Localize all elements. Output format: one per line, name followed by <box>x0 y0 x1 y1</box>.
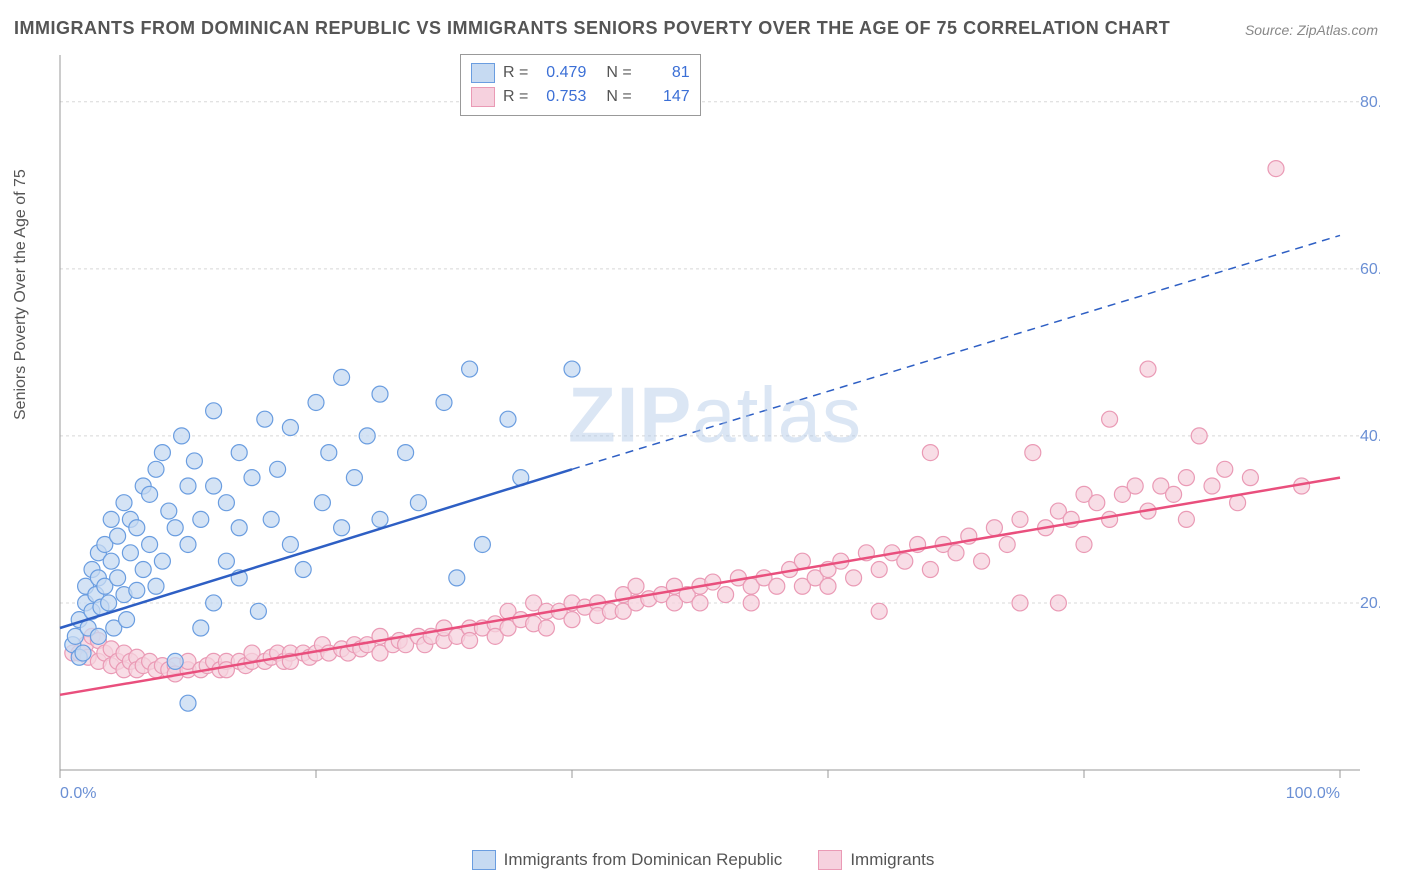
stats-legend: R = 0.479 N = 81 R = 0.753 N = 147 <box>460 54 701 116</box>
r-label: R = <box>503 85 528 109</box>
chart-area: 20.0%40.0%60.0%80.0%0.0%100.0% ZIPatlas <box>50 50 1380 810</box>
n-label: N = <box>606 61 631 85</box>
r-value-2: 0.753 <box>536 85 586 109</box>
stats-row-series-2: R = 0.753 N = 147 <box>471 85 690 109</box>
n-value-1: 81 <box>640 61 690 85</box>
n-label: N = <box>606 85 631 109</box>
stats-row-series-1: R = 0.479 N = 81 <box>471 61 690 85</box>
r-value-1: 0.479 <box>536 61 586 85</box>
svg-text:0.0%: 0.0% <box>60 785 96 802</box>
scatter-chart-svg: 20.0% 40.0% 60.0% 80.0% 0.0% 100.0% <box>50 50 1380 810</box>
swatch-series-1 <box>471 63 495 83</box>
legend-label-2: Immigrants <box>850 850 934 870</box>
r-label: R = <box>503 61 528 85</box>
svg-text:60.0%: 60.0% <box>1360 261 1380 278</box>
series-legend: Immigrants from Dominican Republic Immig… <box>0 850 1406 870</box>
svg-text:100.0%: 100.0% <box>1286 785 1340 802</box>
legend-item-2: Immigrants <box>818 850 934 870</box>
legend-label-1: Immigrants from Dominican Republic <box>504 850 783 870</box>
svg-text:80.0%: 80.0% <box>1360 94 1380 111</box>
legend-item-1: Immigrants from Dominican Republic <box>472 850 783 870</box>
swatch-series-2 <box>818 850 842 870</box>
svg-text:40.0%: 40.0% <box>1360 428 1380 445</box>
n-value-2: 147 <box>640 85 690 109</box>
svg-text:20.0%: 20.0% <box>1360 595 1380 612</box>
source-attribution: Source: ZipAtlas.com <box>1245 22 1378 38</box>
chart-title: IMMIGRANTS FROM DOMINICAN REPUBLIC VS IM… <box>14 18 1170 39</box>
y-axis-label: Seniors Poverty Over the Age of 75 <box>12 169 30 420</box>
swatch-series-2 <box>471 87 495 107</box>
swatch-series-1 <box>472 850 496 870</box>
